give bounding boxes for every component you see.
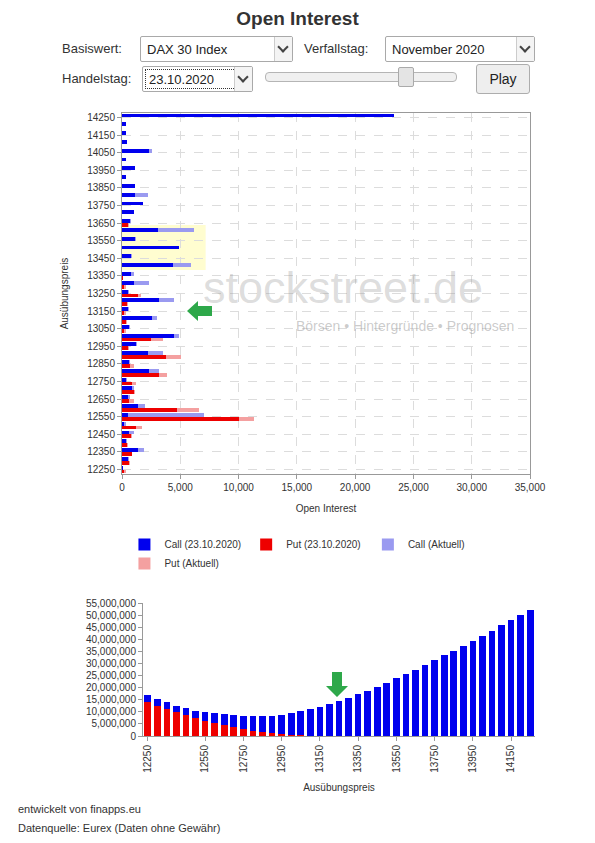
svg-text:13950: 13950: [87, 165, 115, 176]
svg-text:12250: 12250: [87, 464, 115, 475]
svg-text:13450: 13450: [87, 253, 115, 264]
svg-text:14250: 14250: [87, 112, 115, 123]
svg-text:13350: 13350: [87, 270, 115, 281]
html-text:23.10.2020: 23.10.2020: [149, 72, 215, 87]
svg-text:15,000,000: 15,000,000: [86, 694, 136, 705]
svg-text:13350: 13350: [352, 745, 363, 773]
svg-text:45,000,000: 45,000,000: [86, 622, 136, 633]
svg-text:Ausübungspreis: Ausübungspreis: [303, 782, 375, 793]
svg-text:35,000: 35,000: [515, 482, 546, 493]
svg-text:12950: 12950: [276, 745, 287, 773]
html-text:stockstreet.de: stockstreet.de: [203, 262, 484, 313]
svg-text:50,000,000: 50,000,000: [86, 610, 136, 621]
html-text:entwickelt von finapps.eu: entwickelt von finapps.eu: [18, 803, 141, 815]
svg-text:Call (23.10.2020): Call (23.10.2020): [164, 539, 241, 550]
svg-text:12750: 12750: [87, 376, 115, 387]
svg-text:30,000,000: 30,000,000: [86, 658, 136, 669]
svg-text:0: 0: [119, 482, 125, 493]
svg-text:55,000,000: 55,000,000: [86, 598, 136, 609]
svg-text:40,000,000: 40,000,000: [86, 634, 136, 645]
svg-text:13550: 13550: [391, 745, 402, 773]
svg-text:12550: 12550: [87, 411, 115, 422]
svg-text:12450: 12450: [87, 429, 115, 440]
svg-text:14150: 14150: [87, 130, 115, 141]
svg-text:25,000: 25,000: [398, 482, 429, 493]
svg-text:Open Interest: Open Interest: [296, 503, 357, 514]
html-text:Datenquelle: Eurex (Daten ohne: Datenquelle: Eurex (Daten ohne Gewähr): [18, 822, 221, 834]
html-text:Play: Play: [489, 71, 517, 87]
html-text:DAX 30 Index: DAX 30 Index: [147, 42, 228, 57]
html-text:Börsen • Hintergründe • Progno: Börsen • Hintergründe • Prognosen: [296, 318, 515, 334]
svg-text:14150: 14150: [505, 745, 516, 773]
svg-text:Ausübungspreis: Ausübungspreis: [59, 258, 70, 330]
svg-text:15,000: 15,000: [282, 482, 313, 493]
svg-text:12650: 12650: [87, 394, 115, 405]
svg-text:35,000,000: 35,000,000: [86, 646, 136, 657]
svg-text:12550: 12550: [199, 745, 210, 773]
svg-text:12850: 12850: [87, 358, 115, 369]
svg-text:13050: 13050: [87, 323, 115, 334]
svg-text:13950: 13950: [467, 745, 478, 773]
svg-text:13550: 13550: [87, 235, 115, 246]
svg-text:20,000: 20,000: [340, 482, 371, 493]
svg-text:5,000: 5,000: [168, 482, 193, 493]
svg-text:13650: 13650: [87, 218, 115, 229]
html-text:November 2020: November 2020: [392, 42, 485, 57]
svg-text:12250: 12250: [142, 745, 153, 773]
svg-text:0: 0: [130, 731, 136, 742]
svg-text:13150: 13150: [87, 306, 115, 317]
svg-text:30,000: 30,000: [456, 482, 487, 493]
svg-text:Put (Aktuell): Put (Aktuell): [164, 558, 218, 569]
html-text:Handelstag:: Handelstag:: [62, 71, 132, 86]
svg-text:10,000: 10,000: [223, 482, 254, 493]
html-text:Verfallstag:: Verfallstag:: [304, 41, 369, 56]
svg-text:25,000,000: 25,000,000: [86, 670, 136, 681]
svg-text:12750: 12750: [238, 745, 249, 773]
svg-text:10,000,000: 10,000,000: [86, 706, 136, 717]
html-text:Open Interest: Open Interest: [236, 8, 359, 29]
svg-text:12950: 12950: [87, 341, 115, 352]
svg-text:13750: 13750: [429, 745, 440, 773]
svg-text:20,000,000: 20,000,000: [86, 682, 136, 693]
svg-text:5,000,000: 5,000,000: [92, 718, 137, 729]
svg-text:12350: 12350: [87, 446, 115, 457]
html-text:Basiswert:: Basiswert:: [62, 41, 122, 56]
svg-text:Put (23.10.2020): Put (23.10.2020): [286, 539, 361, 550]
svg-text:13150: 13150: [314, 745, 325, 773]
svg-text:Call (Aktuell): Call (Aktuell): [408, 539, 465, 550]
svg-text:13850: 13850: [87, 182, 115, 193]
svg-text:13250: 13250: [87, 288, 115, 299]
svg-text:13750: 13750: [87, 200, 115, 211]
svg-text:14050: 14050: [87, 147, 115, 158]
